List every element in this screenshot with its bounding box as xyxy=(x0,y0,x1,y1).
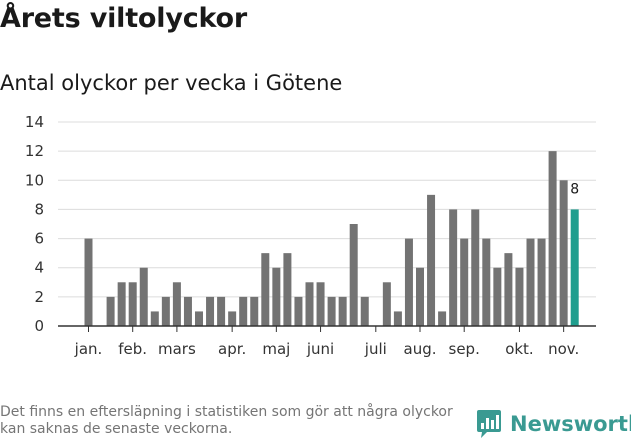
bar[interactable] xyxy=(206,296,215,326)
bar[interactable] xyxy=(515,267,524,326)
bar[interactable] xyxy=(228,311,237,326)
y-tick-label: 6 xyxy=(34,230,44,248)
bar[interactable] xyxy=(482,238,491,326)
x-tick-label: apr. xyxy=(218,340,246,358)
y-tick-label: 14 xyxy=(25,113,44,131)
bar[interactable] xyxy=(272,267,281,326)
y-tick-label: 0 xyxy=(34,317,44,335)
data-label-latest: 8 xyxy=(570,181,579,197)
bar[interactable] xyxy=(493,267,502,326)
bar[interactable] xyxy=(427,194,436,326)
bar[interactable] xyxy=(460,238,469,326)
y-tick-label: 4 xyxy=(34,259,44,277)
bar[interactable] xyxy=(471,209,480,326)
newsworthy-logo-icon xyxy=(477,410,501,438)
y-tick-label: 10 xyxy=(25,171,44,189)
x-tick-label: aug. xyxy=(404,340,437,358)
bar[interactable] xyxy=(183,296,192,326)
x-tick-label: mars xyxy=(158,340,196,358)
bar[interactable] xyxy=(438,311,447,326)
bar[interactable] xyxy=(283,253,292,326)
bar[interactable] xyxy=(559,180,568,326)
bars xyxy=(84,151,579,326)
bar[interactable] xyxy=(338,296,347,326)
bar[interactable] xyxy=(84,238,93,326)
y-axis-ticks: 0 2 4 6 8 10 12 14 xyxy=(25,113,44,335)
bar[interactable] xyxy=(117,282,126,326)
bar-chart: 0 2 4 6 8 10 12 14 jan. feb. mars apr. maj juni juli a… xyxy=(25,113,596,358)
x-tick-label: juli xyxy=(364,340,387,358)
bar[interactable] xyxy=(316,282,325,326)
bar[interactable] xyxy=(217,296,226,326)
footnote: Det finns en eftersläpning i statistiken… xyxy=(0,404,453,437)
gridlines xyxy=(58,121,596,298)
bar[interactable] xyxy=(305,282,314,326)
bar[interactable] xyxy=(161,296,170,326)
y-tick-label: 2 xyxy=(34,288,44,306)
x-tick-label: nov. xyxy=(548,340,579,358)
bar[interactable] xyxy=(360,296,369,326)
bar[interactable] xyxy=(526,238,535,326)
bar[interactable] xyxy=(128,282,137,326)
x-tick-label: okt. xyxy=(505,340,534,358)
bar[interactable] xyxy=(239,296,248,326)
bar[interactable] xyxy=(349,224,358,326)
chart-subtitle: Antal olyckor per vecka i Götene xyxy=(0,71,343,95)
y-tick-label: 8 xyxy=(34,200,44,218)
bar[interactable] xyxy=(250,296,259,326)
bar[interactable] xyxy=(139,267,148,326)
x-tick-label: maj xyxy=(262,340,290,358)
bar[interactable] xyxy=(404,238,413,326)
bar[interactable] xyxy=(382,282,391,326)
data-labels: 8 xyxy=(570,181,579,197)
bar[interactable] xyxy=(504,253,513,326)
bar[interactable] xyxy=(416,267,424,326)
x-tick-label: sep. xyxy=(449,340,480,358)
newsworthy-logo[interactable]: Newsworthy xyxy=(476,408,631,440)
y-tick-label: 12 xyxy=(25,142,44,160)
brand-name: Newsworthy xyxy=(510,412,631,436)
bar[interactable] xyxy=(172,282,181,326)
bar[interactable] xyxy=(537,238,546,326)
bar[interactable] xyxy=(393,311,402,326)
bar[interactable] xyxy=(195,311,203,326)
bar[interactable] xyxy=(294,296,303,326)
x-tick-label: jan. xyxy=(74,340,103,358)
bar[interactable] xyxy=(449,209,458,326)
bar[interactable] xyxy=(106,296,115,326)
x-tick-label: feb. xyxy=(118,340,147,358)
bar-highlight[interactable] xyxy=(570,209,579,326)
x-axis-ticks: jan. feb. mars apr. maj juni juli aug. sep. okt. n… xyxy=(74,326,579,358)
chart-title: Årets viltolyckor xyxy=(0,3,248,34)
bar[interactable] xyxy=(548,151,557,326)
bar[interactable] xyxy=(150,311,159,326)
x-tick-label: juni xyxy=(306,340,334,358)
bar[interactable] xyxy=(261,253,270,326)
bar[interactable] xyxy=(327,296,336,326)
